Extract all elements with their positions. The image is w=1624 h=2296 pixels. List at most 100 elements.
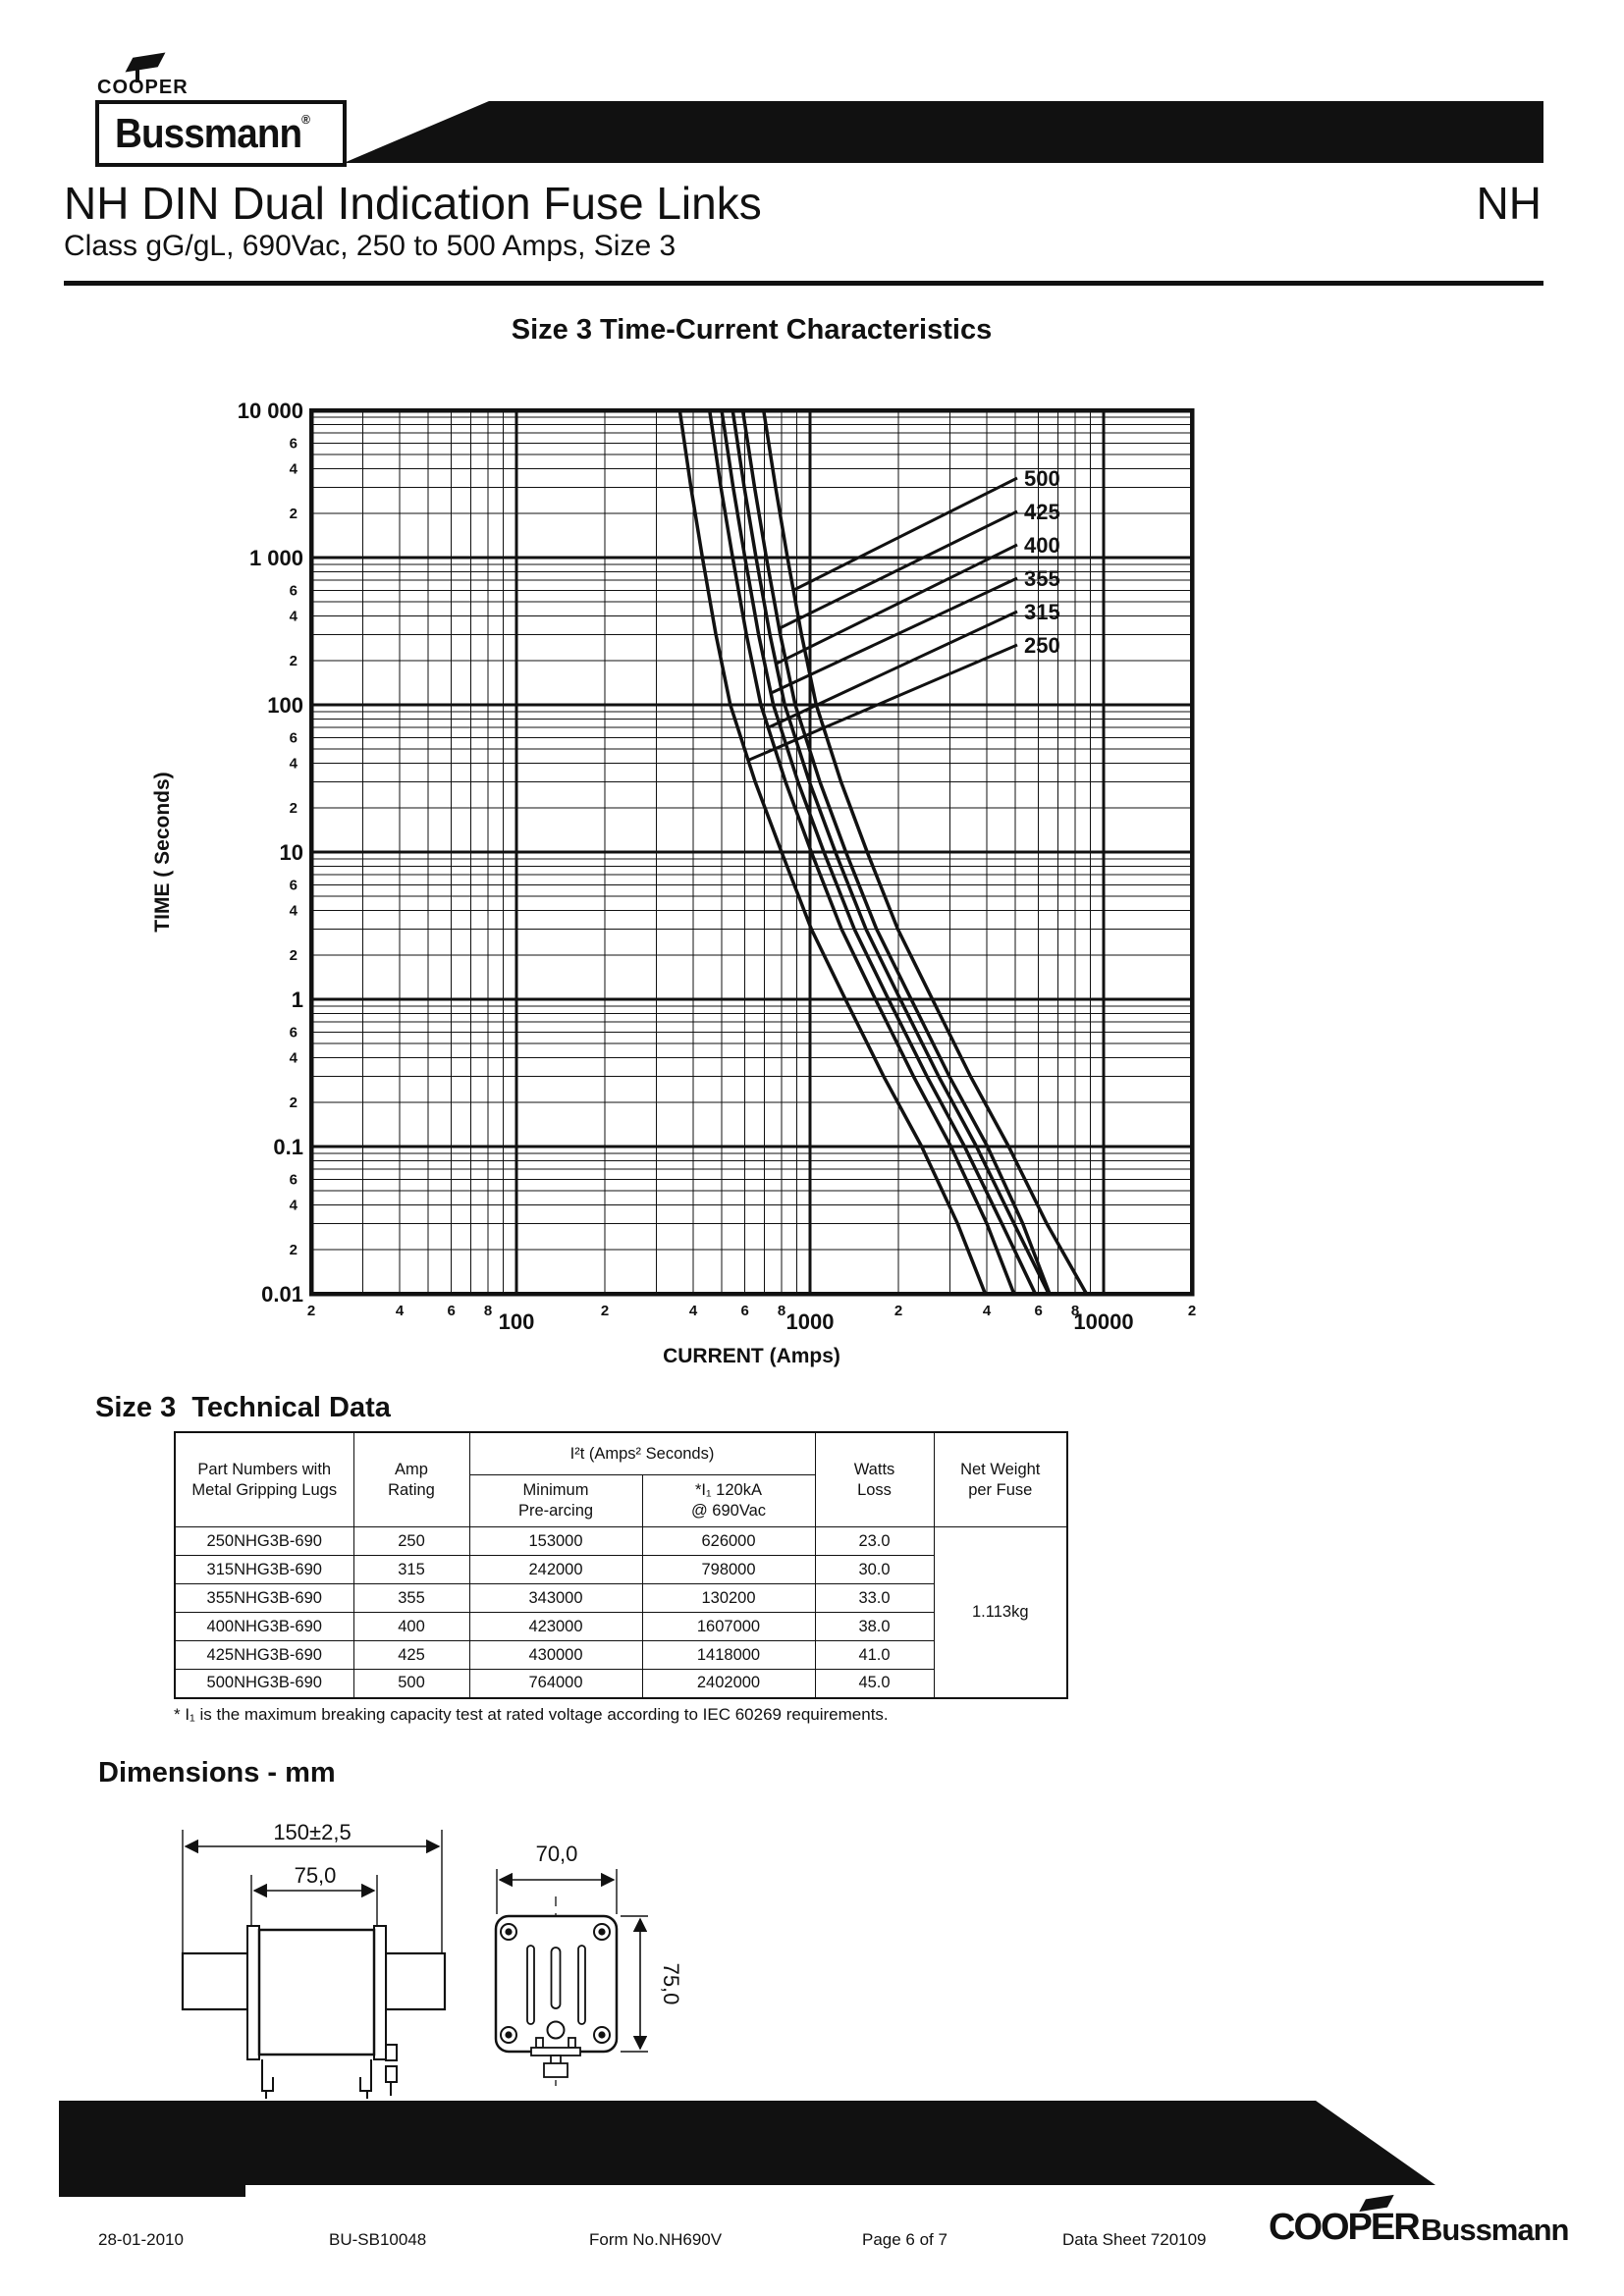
- table-cell: 500: [352, 1669, 470, 1698]
- bussmann-wordmark: Bussmann®: [115, 110, 311, 156]
- table-cell: 500NHG3B-690: [174, 1669, 354, 1698]
- table-cell: 430000: [468, 1640, 643, 1670]
- table-cell: 41.0: [814, 1640, 935, 1670]
- svg-text:10000: 10000: [1073, 1309, 1133, 1334]
- technical-data-table: Part Numbers with Metal Gripping Lugs Am…: [174, 1431, 1068, 1699]
- leader-line-400: [775, 543, 1018, 666]
- svg-text:10 000: 10 000: [238, 399, 303, 423]
- cooper-leaf-stem: [135, 69, 139, 82]
- table-cell: 423000: [468, 1612, 643, 1641]
- svg-text:6: 6: [290, 729, 298, 746]
- curve-500: [761, 408, 1089, 1296]
- svg-text:6: 6: [740, 1303, 748, 1319]
- cooper-leaf-icon: [125, 52, 166, 73]
- table-cell: 425NHG3B-690: [174, 1640, 354, 1670]
- technical-table-body: 250NHG3B-690 250 153000 626000 23.0 1.113kg 31…: [174, 1526, 1068, 1698]
- table-row: 315NHG3B-690 315 242000 798000 30.0: [174, 1555, 1067, 1584]
- table-row: 355NHG3B-690 355 343000 130200 33.0: [174, 1583, 1067, 1613]
- table-cell: 355: [352, 1583, 470, 1613]
- col-header-i2t-group: I²t (Amps² Seconds): [468, 1431, 816, 1475]
- chart-title: Size 3 Time-Current Characteristics: [511, 314, 993, 346]
- header-rule: [64, 281, 1543, 286]
- curve-425: [740, 408, 1052, 1296]
- table-cell: 38.0: [814, 1612, 935, 1641]
- svg-text:1000: 1000: [786, 1309, 835, 1334]
- table-footnote: * I₁ is the maximum breaking capacity te…: [174, 1705, 889, 1724]
- fuse-side-view: [181, 1830, 447, 2099]
- svg-text:2: 2: [307, 1303, 315, 1319]
- page-subtitle: Class gG/gL, 690Vac, 250 to 500 Amps, Si…: [64, 230, 677, 262]
- chart-grid: [308, 407, 1195, 1297]
- footer-doc-number: BU-SB10048: [329, 2230, 427, 2249]
- table-cell: 400NHG3B-690: [174, 1612, 354, 1641]
- chart-tick-labels: 2 4 6 8 2 4 6 8 2 4 6 8 2 100 1000 10000 10 000 1 000 100 1…: [238, 399, 1196, 1334]
- table-cell: 798000: [641, 1555, 816, 1584]
- svg-text:6: 6: [290, 877, 298, 893]
- table-cell: 626000: [641, 1526, 816, 1556]
- leader-line-355: [770, 576, 1018, 695]
- curve-label-500: 500: [1024, 466, 1060, 491]
- svg-text:8: 8: [1071, 1303, 1079, 1319]
- footer-form-number: Form No.NH690V: [589, 2230, 723, 2249]
- svg-text:6: 6: [1034, 1303, 1042, 1319]
- svg-text:2: 2: [290, 800, 298, 817]
- svg-text:2: 2: [1188, 1303, 1196, 1319]
- svg-text:6: 6: [290, 1024, 298, 1041]
- curve-355: [720, 408, 1038, 1296]
- x-axis-title: CURRENT (Amps): [663, 1345, 840, 1367]
- table-row: 425NHG3B-690 425 430000 1418000 41.0: [174, 1640, 1067, 1670]
- table-row: 400NHG3B-690 400 423000 1607000 38.0: [174, 1612, 1067, 1641]
- registered-mark: ®: [301, 112, 311, 127]
- svg-text:6: 6: [290, 1171, 298, 1188]
- leader-line-315: [767, 610, 1018, 729]
- svg-text:2: 2: [894, 1303, 902, 1319]
- svg-text:100: 100: [499, 1309, 535, 1334]
- dim-overall-width-label: 150±2,5: [273, 1820, 351, 1844]
- svg-text:4: 4: [983, 1303, 992, 1319]
- curve-label-355: 355: [1024, 566, 1060, 591]
- footer-datasheet-number: Data Sheet 720109: [1062, 2230, 1207, 2249]
- dimensions-heading: Dimensions - mm: [98, 1757, 336, 1789]
- col-header-part-numbers: Part Numbers with Metal Gripping Lugs: [174, 1431, 354, 1527]
- col-header-watts-loss: Watts Loss: [814, 1431, 935, 1527]
- footer-cooper-logo: COOPER: [1269, 2207, 1421, 2248]
- table-row: 500NHG3B-690 500 764000 2402000 45.0: [174, 1669, 1067, 1698]
- y-axis-title: TIME ( Seconds): [151, 772, 174, 932]
- page-title-nh: NH: [1476, 178, 1542, 229]
- table-row: 250NHG3B-690 250 153000 626000 23.0 1.113kg: [174, 1526, 1068, 1698]
- svg-text:4: 4: [290, 756, 298, 773]
- svg-text:6: 6: [290, 582, 298, 599]
- dim-body-width-label: 75,0: [295, 1863, 337, 1888]
- table-cell: 30.0: [814, 1555, 935, 1584]
- svg-text:4: 4: [290, 1050, 298, 1067]
- table-cell: 130200: [641, 1583, 816, 1613]
- table-cell: 153000: [468, 1526, 643, 1556]
- dim-face-height-label: 75,0: [659, 1963, 683, 2005]
- svg-text:8: 8: [778, 1303, 785, 1319]
- table-cell: 2402000: [641, 1669, 816, 1698]
- svg-text:6: 6: [447, 1303, 455, 1319]
- curve-label-315: 315: [1024, 600, 1060, 624]
- curve-label-250: 250: [1024, 633, 1060, 658]
- col-header-amp-rating: Amp Rating: [352, 1431, 470, 1527]
- svg-text:2: 2: [290, 1095, 298, 1111]
- table-cell: 343000: [468, 1583, 643, 1613]
- table-cell: 45.0: [814, 1669, 935, 1698]
- curve-label-425: 425: [1024, 500, 1060, 524]
- svg-text:4: 4: [689, 1303, 698, 1319]
- leader-line-250: [747, 643, 1018, 762]
- footer-bar: [59, 2101, 1435, 2185]
- table-cell: 1418000: [641, 1640, 816, 1670]
- svg-text:4: 4: [290, 461, 298, 478]
- fuse-curves: [677, 408, 1089, 1296]
- svg-text:2: 2: [290, 653, 298, 669]
- table-cell: 355NHG3B-690: [174, 1583, 354, 1613]
- table-cell: 1607000: [641, 1612, 816, 1641]
- table-cell: 250: [352, 1526, 470, 1556]
- net-weight-cell: 1.113kg: [933, 1526, 1068, 1698]
- curve-400: [731, 408, 1051, 1296]
- cooper-wordmark: COOPER: [97, 77, 189, 98]
- header-banner: [344, 101, 1543, 163]
- dimension-drawings: 150±2,5 75,0 70,0 75,0: [181, 1820, 683, 2099]
- table-cell: 315: [352, 1555, 470, 1584]
